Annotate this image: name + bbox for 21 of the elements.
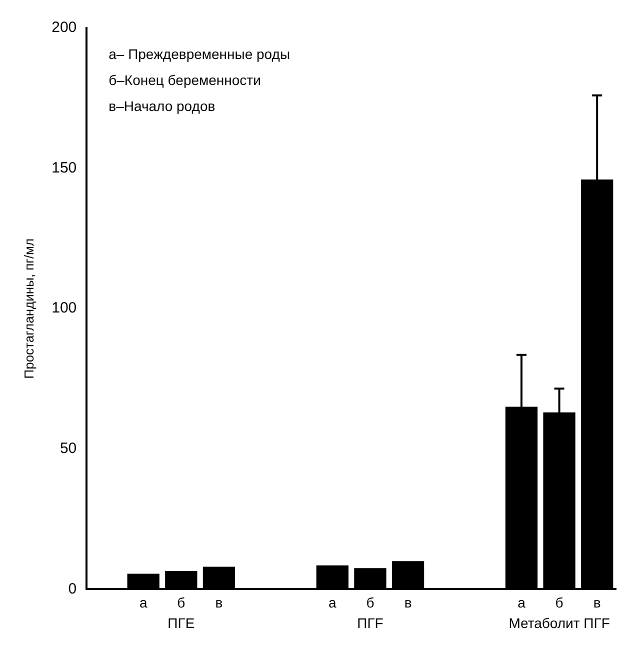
x-tick-label: в [404, 594, 412, 610]
y-tick-label: 0 [68, 580, 77, 598]
x-tick-label: а [328, 594, 337, 610]
y-tick-label: 100 [52, 300, 77, 317]
y-axis-title: Простагландины, пг/мл [21, 238, 36, 379]
x-tick-label: б [366, 594, 374, 610]
text: Метаболит ПГF [508, 615, 610, 632]
text: ПГF [357, 615, 384, 632]
x-tick-label: а [139, 594, 148, 610]
annotation: б–Конец беременности [108, 72, 261, 88]
x-tick-label: б [177, 594, 186, 610]
y-tick-label: 150 [52, 159, 77, 176]
annotation: а– Преждевременные роды [108, 46, 290, 62]
y-tick-label: 50 [60, 440, 77, 458]
text: ПГЕ [168, 615, 195, 632]
x-tick-label: в [593, 594, 601, 610]
y-tick-label: 200 [52, 19, 77, 36]
x-tick-label: в [215, 594, 223, 610]
annotation: в–Начало родов [108, 98, 216, 114]
x-tick-label: б [555, 594, 564, 610]
x-tick-label: а [518, 594, 526, 610]
